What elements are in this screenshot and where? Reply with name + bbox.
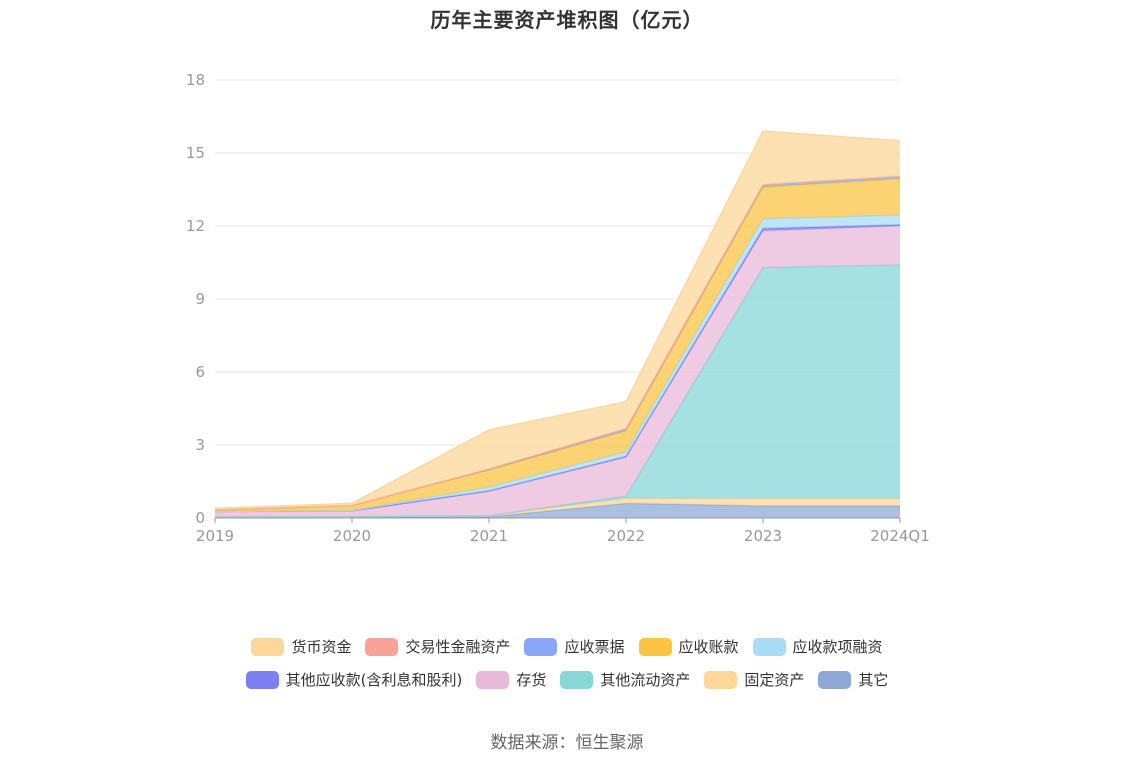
x-tick-label: 2019 [196,527,234,545]
legend-item[interactable]: 其它 [818,669,888,690]
data-source: 数据来源：恒生聚源 [490,733,644,753]
y-tick-label: 15 [186,144,205,162]
legend-label: 交易性金融资产 [405,638,511,656]
legend-label: 应收款项融资 [792,638,883,656]
legend-item[interactable]: 应收票据 [524,636,625,657]
y-tick-label: 0 [195,509,205,527]
legend: 货币资金 交易性金融资产 应收票据 应收账款 应收款项融资 其他应收款(含利息和股利) 存… [0,630,1134,696]
chart-title: 历年主要资产堆积图（亿元） [430,8,704,32]
x-tick-label: 2021 [470,527,508,545]
x-tick-label: 2020 [333,527,371,545]
legend-item[interactable]: 货币资金 [251,636,351,657]
legend-item[interactable]: 固定资产 [704,669,804,690]
y-tick-label: 3 [195,436,205,454]
x-tick-label: 2024Q1 [870,527,930,545]
legend-label: 其它 [858,671,889,689]
legend-label: 固定资产 [744,671,805,689]
x-tick-label: 2022 [607,527,645,545]
area-应收账款 [215,178,900,512]
legend-row: 其他应收款(含利息和股利) 存货 其他流动资产 固定资产 其它 [0,663,1134,696]
legend-label: 应收账款 [678,638,739,656]
grid-lines [215,79,900,446]
legend-label: 存货 [516,671,547,689]
y-tick-label: 6 [195,363,205,381]
legend-swatch [524,637,558,656]
legend-swatch [818,670,852,689]
legend-item[interactable]: 存货 [476,669,546,690]
axes: 0 3 6 9 12 15 18 2019 2020 2021 2022 2023 2024Q1 [186,71,930,545]
legend-item[interactable]: 其他流动资产 [560,669,690,690]
legend-swatch [245,670,279,689]
x-tick-label: 2023 [744,527,782,545]
area-series [214,130,901,518]
legend-label: 其他应收款(含利息和股利) [285,671,463,689]
legend-swatch [560,670,594,689]
area-line-货币资金 [214,130,901,510]
stacked-area-chart: 0 3 6 9 12 15 18 2019 2020 2021 2022 2023 2024Q1 [186,71,930,545]
legend-swatch [704,670,738,689]
legend-item[interactable]: 应收账款 [638,636,739,657]
legend-label: 应收票据 [564,638,625,656]
area-存货 [215,226,900,517]
y-tick-label: 18 [186,71,205,89]
legend-item[interactable]: 应收款项融资 [752,636,883,657]
area-货币资金 [215,131,900,510]
y-tick-label: 12 [186,217,205,235]
y-tick-label: 9 [195,290,205,308]
legend-item[interactable]: 交易性金融资产 [365,636,510,657]
legend-label: 其他流动资产 [600,671,691,689]
area-其他流动资产 [215,264,900,517]
legend-swatch [638,637,672,656]
legend-swatch [365,637,399,656]
legend-row: 货币资金 交易性金融资产 应收票据 应收账款 应收款项融资 [0,630,1134,663]
legend-label: 货币资金 [291,638,352,656]
legend-item[interactable]: 其他应收款(含利息和股利) [245,669,463,690]
legend-swatch [476,670,510,689]
legend-swatch [251,637,285,656]
legend-swatch [752,637,786,656]
